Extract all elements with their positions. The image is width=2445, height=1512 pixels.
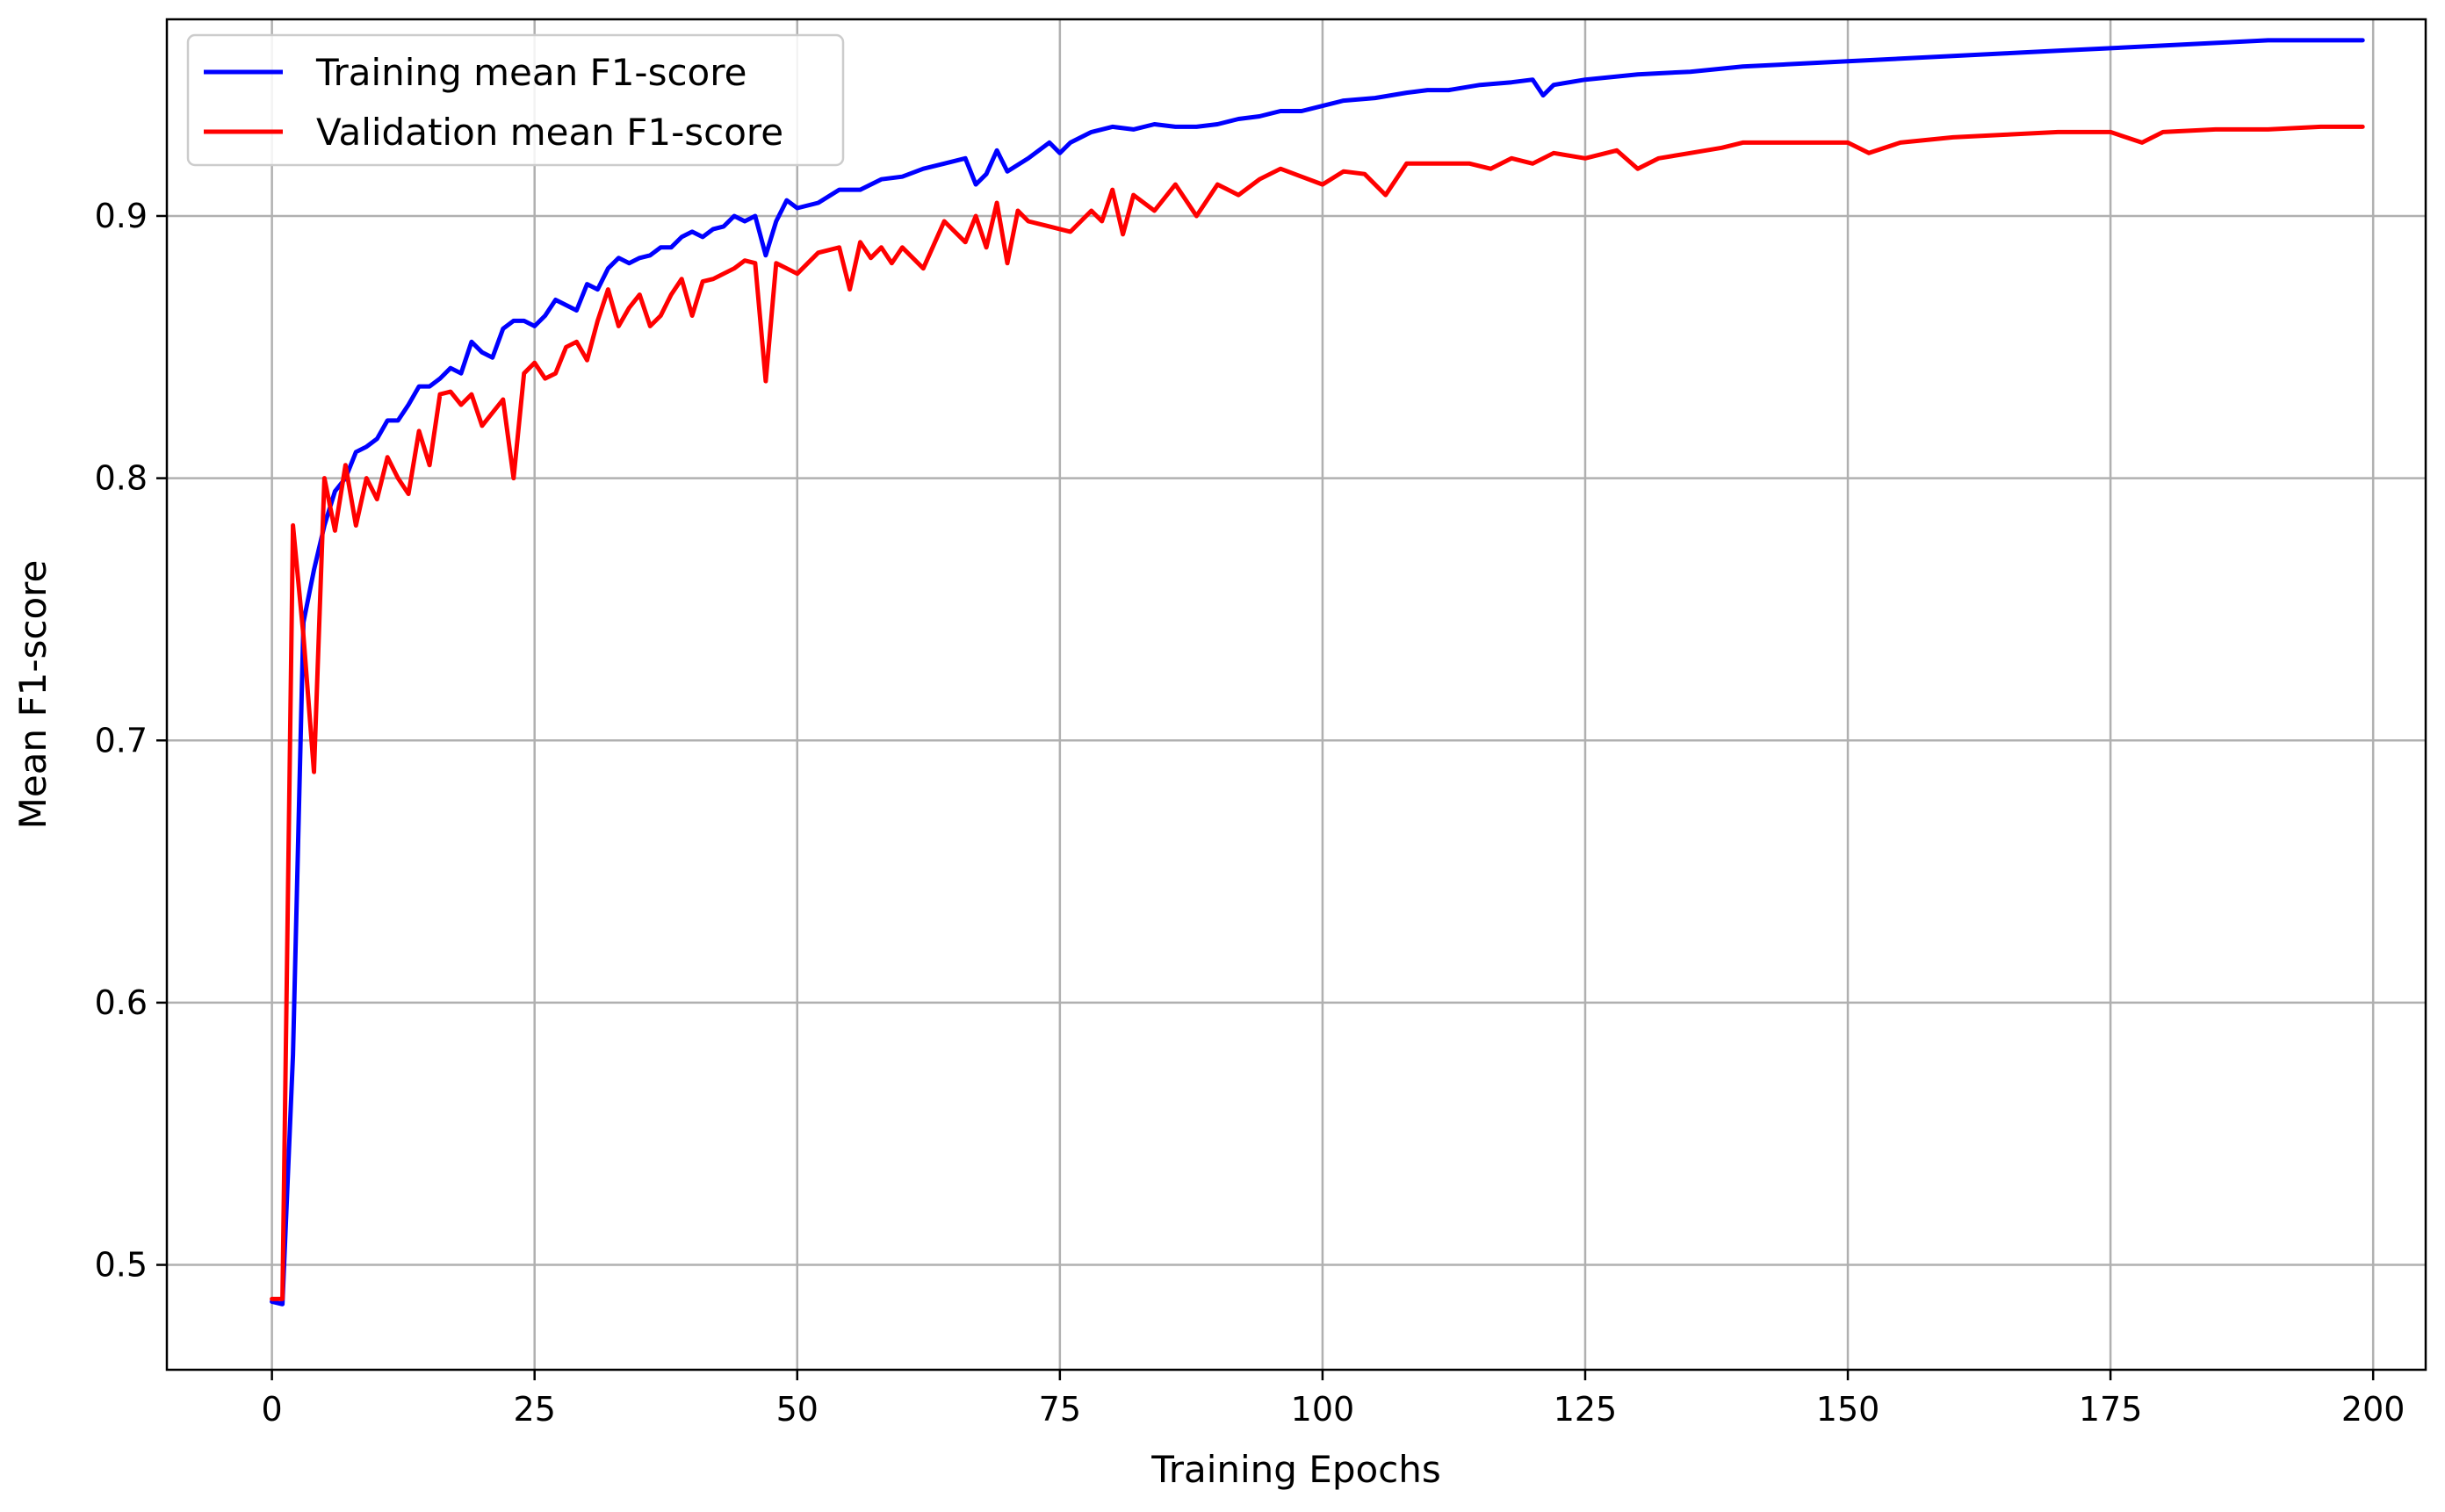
legend-entry: Validation mean F1-score: [316, 111, 783, 154]
x-tick-label: 75: [1039, 1390, 1081, 1429]
series-line-validation: [270, 124, 2365, 1301]
y-tick-label: 0.6: [95, 983, 148, 1022]
y-tick-label: 0.8: [95, 459, 148, 498]
x-tick-label: 50: [776, 1390, 819, 1429]
series-lines: [270, 38, 2365, 1307]
x-tick-label: 25: [514, 1390, 556, 1429]
x-tick-label: 150: [1816, 1390, 1880, 1429]
y-axis-label: Mean F1-score: [11, 560, 54, 830]
y-tick-label: 0.7: [95, 721, 148, 760]
plot-frame: [165, 18, 2427, 1372]
legend-box: [186, 33, 845, 167]
y-tick-label: 0.5: [95, 1246, 148, 1285]
y-tick-label: 0.9: [95, 197, 148, 235]
series-line-training: [270, 38, 2365, 1307]
x-tick-label: 0: [262, 1390, 283, 1429]
x-tick-label: 100: [1291, 1390, 1355, 1429]
grid-lines: [167, 19, 2426, 1370]
legend: Training mean F1-score Validation mean F1…: [186, 33, 845, 167]
x-axis-label: Training Epochs: [1150, 1448, 1441, 1491]
legend-entry: Training mean F1-score: [315, 51, 746, 94]
x-tick-label: 125: [1554, 1390, 1618, 1429]
axis-ticks: 0 25 50 75 100 125 150 175 200 0.5 0.6 0.7 0.8 0.9: [95, 197, 2405, 1429]
x-tick-label: 175: [2079, 1390, 2143, 1429]
x-tick-label: 200: [2341, 1390, 2405, 1429]
